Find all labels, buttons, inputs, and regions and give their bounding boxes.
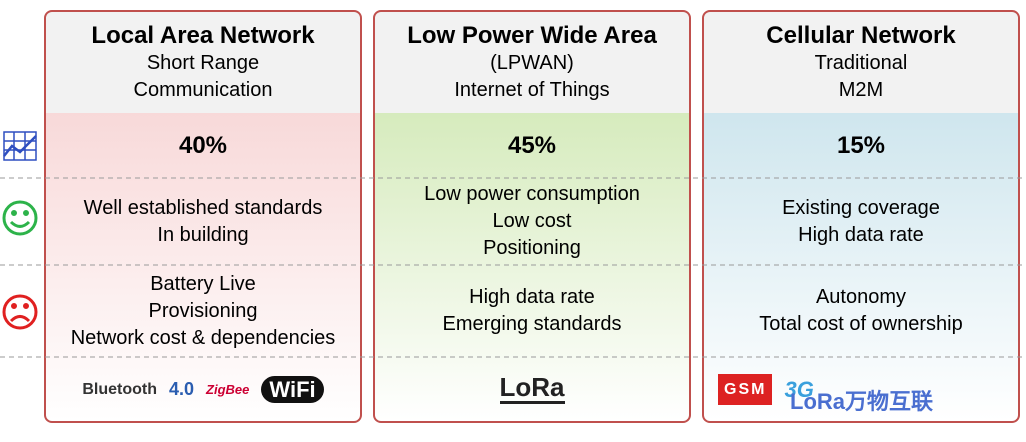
share-cell: 40% <box>46 113 360 178</box>
column-header: Cellular Network Traditional M2M <box>702 10 1020 115</box>
con: High data rate <box>469 286 595 308</box>
pro: Low cost <box>492 210 572 232</box>
column-body: 40% Well established standards In building… <box>44 113 362 423</box>
logo: LoRa <box>499 372 565 404</box>
column-title: Low Power Wide Area <box>407 22 657 49</box>
con: Total cost of ownership <box>759 313 963 335</box>
pro: Positioning <box>483 237 581 259</box>
logo: ZigBee <box>206 381 250 397</box>
logo: GSM <box>718 373 773 405</box>
row-icons <box>2 131 38 330</box>
column-subtitle: Communication <box>133 79 273 101</box>
logo: Bluetooth <box>82 380 158 398</box>
column-body: 45% Low power consumption Low cost Position… <box>373 113 691 423</box>
column-subtitle: Internet of Things <box>454 79 610 101</box>
watermark: LoRa万物互联 <box>790 389 934 414</box>
con: Provisioning <box>148 299 258 322</box>
con: Network cost & dependencies <box>70 326 336 349</box>
share: 40% <box>178 132 228 159</box>
column-subtitle: Short Range <box>146 52 260 74</box>
column-subtitle: (LPWAN) <box>490 52 574 74</box>
logo: WiFi <box>261 375 324 403</box>
logos-cell: Bluetooth 4.0 ZigBee WiFi <box>46 357 360 421</box>
column-body: 15% Existing coverage High data rate Autono… <box>702 113 1020 423</box>
con: Autonomy <box>815 286 907 308</box>
column-title: Local Area Network <box>91 22 315 49</box>
share: 15% <box>836 132 886 159</box>
pro: Well established standards <box>83 196 323 219</box>
logos-cell: LoRa <box>375 357 689 421</box>
happy-icon <box>2 200 38 236</box>
sad-icon <box>2 294 38 330</box>
pro: High data rate <box>798 223 924 246</box>
column: Local Area Network Short Range Communicati… <box>44 10 362 425</box>
cons-cell: Autonomy Total cost of ownership <box>704 265 1018 357</box>
pro: In building <box>157 223 249 246</box>
pros-cell: Low power consumption Low cost Positioning <box>375 178 689 265</box>
con: Emerging standards <box>442 313 622 335</box>
column-header: Local Area Network Short Range Communicati… <box>44 10 362 115</box>
logo: 4.0 <box>169 378 195 399</box>
column-title: Cellular Network <box>766 22 956 49</box>
column: Low Power Wide Area (LPWAN) Internet of Th… <box>373 10 691 425</box>
logos-cell: GSM 3G <box>704 357 1018 421</box>
share: 45% <box>507 132 557 159</box>
share-cell: 45% <box>375 113 689 178</box>
pro: Existing coverage <box>782 196 940 219</box>
pros-cell: Well established standards In building <box>46 178 360 265</box>
column-subtitle: Traditional <box>814 52 908 74</box>
con: Battery Live <box>150 272 256 295</box>
column-subtitle: M2M <box>838 79 884 101</box>
logo: 3G <box>784 376 814 402</box>
pro: Low power consumption <box>424 183 640 205</box>
cons-cell: High data rate Emerging standards <box>375 265 689 357</box>
column-header: Low Power Wide Area (LPWAN) Internet of Th… <box>373 10 691 115</box>
column: Cellular Network Traditional M2M 15% Existin… <box>702 10 1020 425</box>
cons-cell: Battery Live Provisioning Network cost & d… <box>46 265 360 357</box>
share-cell: 15% <box>704 113 1018 178</box>
chart-icon <box>3 131 37 161</box>
pros-cell: Existing coverage High data rate <box>704 178 1018 265</box>
